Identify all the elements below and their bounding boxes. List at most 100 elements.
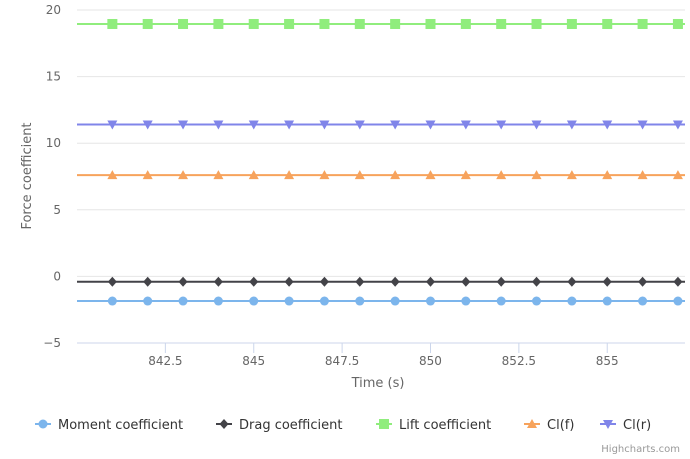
data-point[interactable] — [319, 296, 329, 306]
data-point[interactable] — [638, 296, 648, 306]
data-point[interactable] — [178, 120, 189, 130]
data-point[interactable] — [532, 296, 542, 306]
legend-marker-icon[interactable] — [38, 419, 48, 429]
data-point[interactable] — [602, 276, 612, 287]
data-point[interactable] — [213, 170, 224, 180]
data-point[interactable] — [390, 18, 401, 29]
data-point[interactable] — [672, 170, 683, 180]
data-point[interactable] — [461, 276, 471, 287]
data-point[interactable] — [107, 170, 118, 180]
data-point[interactable] — [567, 276, 577, 287]
data-point[interactable] — [354, 120, 365, 130]
data-point[interactable] — [460, 18, 471, 29]
data-point[interactable] — [566, 120, 577, 130]
x-axis-title: Time (s) — [351, 376, 405, 391]
data-point[interactable] — [178, 170, 189, 180]
data-point[interactable] — [602, 170, 613, 180]
data-point[interactable] — [496, 120, 507, 130]
data-point[interactable] — [531, 170, 542, 180]
credits-link[interactable]: Highcharts.com — [601, 444, 680, 455]
data-point[interactable] — [354, 18, 365, 29]
data-point[interactable] — [178, 276, 188, 287]
data-point[interactable] — [319, 18, 330, 29]
data-point[interactable] — [390, 170, 401, 180]
data-point[interactable] — [107, 120, 118, 130]
data-point[interactable] — [461, 296, 471, 306]
data-point[interactable] — [496, 18, 507, 29]
legend-item[interactable]: Cl(r) — [600, 418, 651, 433]
data-point[interactable] — [637, 18, 648, 29]
data-point[interactable] — [460, 170, 471, 180]
data-point[interactable] — [390, 296, 400, 306]
data-point[interactable] — [425, 120, 436, 130]
data-point[interactable] — [602, 120, 613, 130]
data-point[interactable] — [284, 276, 294, 287]
data-point[interactable] — [602, 18, 613, 29]
data-point[interactable] — [637, 170, 648, 180]
data-point[interactable] — [178, 18, 189, 29]
data-point[interactable] — [532, 276, 542, 287]
data-point[interactable] — [425, 18, 436, 29]
data-point[interactable] — [143, 296, 153, 306]
data-point[interactable] — [425, 170, 436, 180]
data-point[interactable] — [567, 296, 577, 306]
data-point[interactable] — [107, 18, 118, 29]
data-point[interactable] — [566, 18, 577, 29]
legend-marker-icon[interactable] — [379, 419, 389, 429]
data-point[interactable] — [284, 18, 295, 29]
data-point[interactable] — [249, 276, 259, 287]
data-point[interactable] — [531, 18, 542, 29]
legend-item[interactable]: Moment coefficient — [35, 418, 183, 433]
data-point[interactable] — [638, 276, 648, 287]
legend-item[interactable]: Drag coefficient — [216, 418, 342, 433]
data-point[interactable] — [248, 18, 259, 29]
data-point[interactable] — [284, 170, 295, 180]
data-point[interactable] — [284, 120, 295, 130]
data-point[interactable] — [248, 170, 259, 180]
data-point[interactable] — [178, 296, 188, 306]
legend-marker-icon[interactable] — [219, 419, 229, 429]
data-point[interactable] — [248, 120, 259, 130]
data-point[interactable] — [673, 296, 683, 306]
data-point[interactable] — [142, 170, 153, 180]
data-point[interactable] — [496, 296, 506, 306]
data-point[interactable] — [213, 296, 223, 306]
data-point[interactable] — [213, 18, 224, 29]
data-point[interactable] — [142, 18, 153, 29]
data-point[interactable] — [637, 120, 648, 130]
data-point[interactable] — [107, 296, 117, 306]
data-point[interactable] — [354, 170, 365, 180]
data-point[interactable] — [496, 276, 506, 287]
data-point[interactable] — [249, 296, 259, 306]
legend-item[interactable]: Cl(f) — [524, 418, 574, 433]
data-point[interactable] — [143, 276, 153, 287]
data-point[interactable] — [319, 120, 330, 130]
data-point[interactable] — [531, 120, 542, 130]
data-point[interactable] — [319, 276, 329, 287]
data-point[interactable] — [672, 18, 683, 29]
legend-marker-icon[interactable] — [603, 420, 613, 429]
legend-item[interactable]: Lift coefficient — [376, 418, 491, 433]
data-point[interactable] — [390, 276, 400, 287]
data-point[interactable] — [213, 276, 223, 287]
data-point[interactable] — [142, 120, 153, 130]
data-point[interactable] — [319, 170, 330, 180]
data-point[interactable] — [566, 170, 577, 180]
data-point[interactable] — [355, 276, 365, 287]
legend-marker-icon[interactable] — [527, 419, 537, 428]
data-point[interactable] — [390, 120, 401, 130]
data-point[interactable] — [460, 120, 471, 130]
data-point[interactable] — [284, 296, 294, 306]
legend-label: Drag coefficient — [239, 418, 342, 433]
data-point[interactable] — [425, 296, 435, 306]
data-point[interactable] — [602, 296, 612, 306]
data-point[interactable] — [425, 276, 435, 287]
data-point[interactable] — [496, 170, 507, 180]
data-point[interactable] — [107, 276, 117, 287]
series-drag-coefficient — [77, 276, 685, 287]
data-point[interactable] — [355, 296, 365, 306]
data-point[interactable] — [673, 276, 683, 287]
data-point[interactable] — [213, 120, 224, 130]
data-point[interactable] — [672, 120, 683, 130]
